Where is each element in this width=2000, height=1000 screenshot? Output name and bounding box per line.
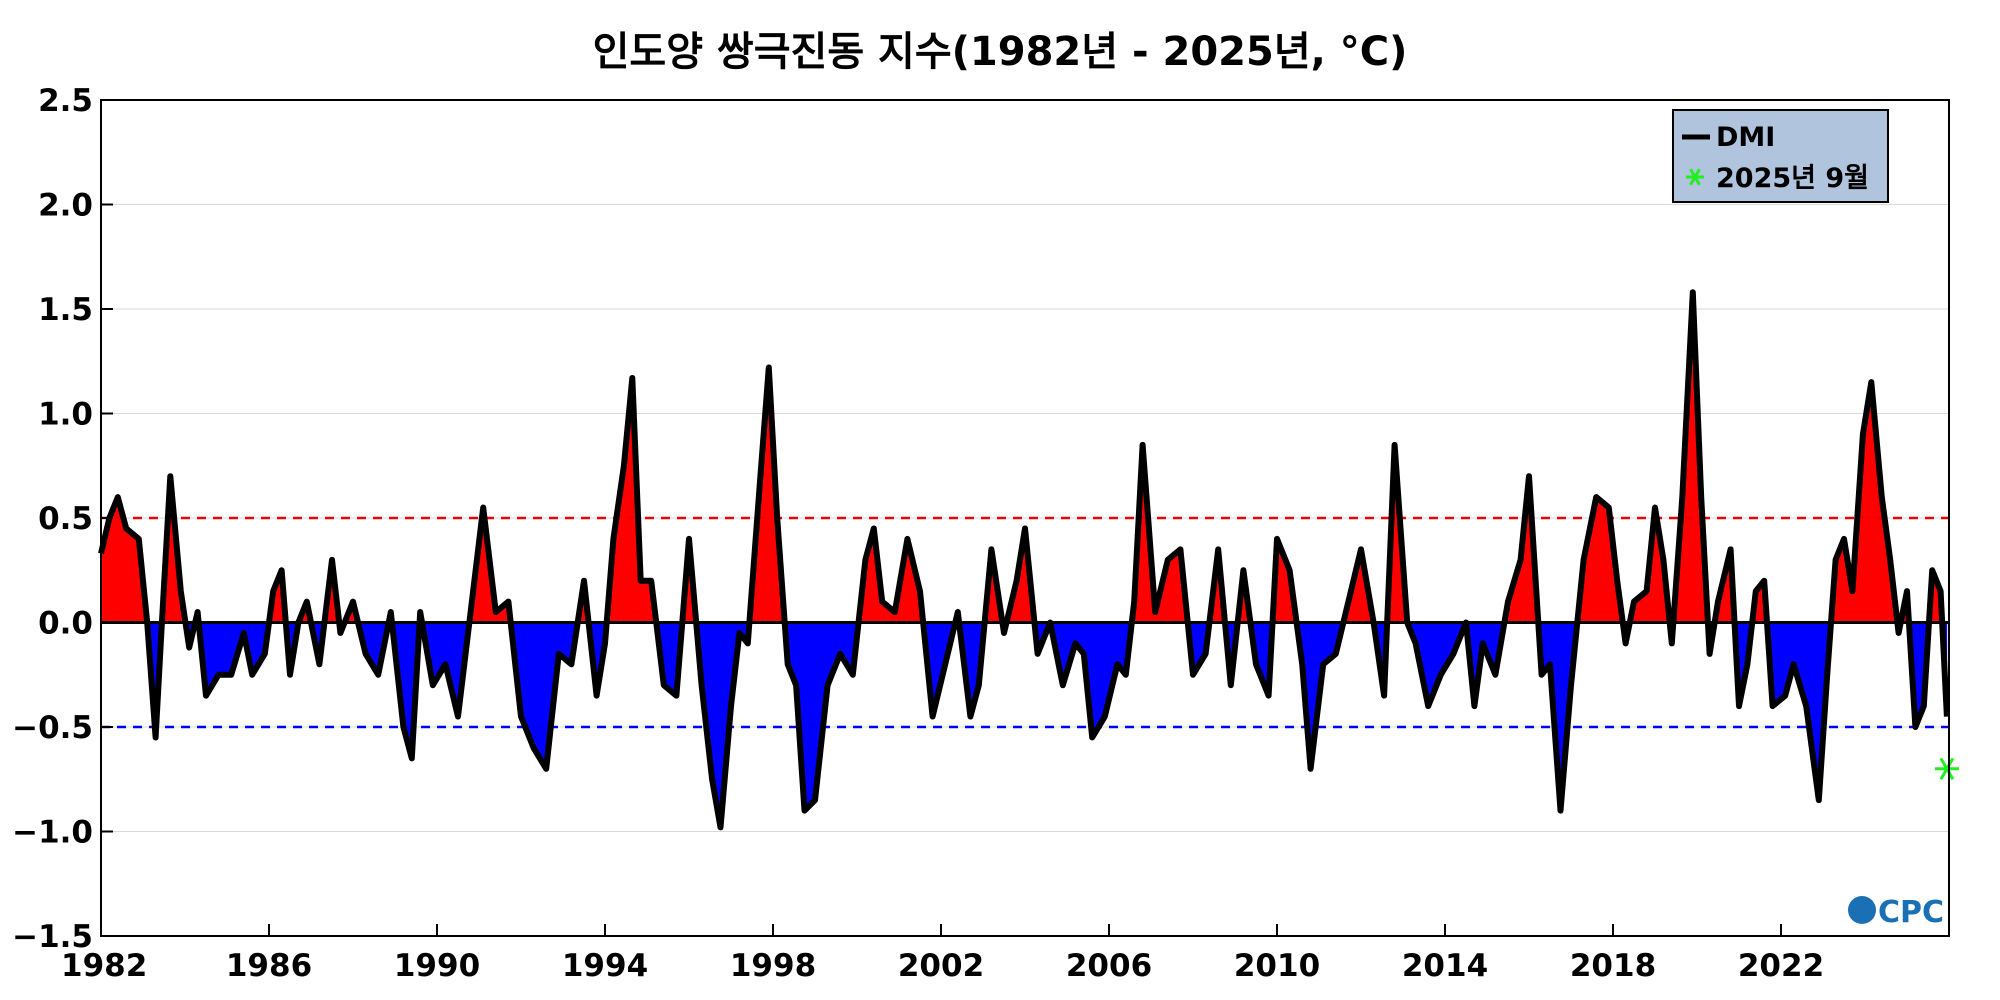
- legend-asterisk-icon: [1686, 168, 1704, 186]
- x-tick-label: 1994: [562, 948, 648, 984]
- legend: DMI 2025년 9월: [1672, 109, 1889, 203]
- cpc-logo: CPC: [1848, 895, 1944, 930]
- chart-title: 인도양 쌍극진동 지수(1982년 - 2025년, °C): [593, 29, 1408, 75]
- y-tick-label: 2.0: [38, 188, 93, 224]
- x-tick-label: 2014: [1402, 948, 1488, 984]
- series-lines: [98, 289, 1950, 831]
- globe-icon: [1848, 896, 1876, 924]
- marker-stroke: [1939, 757, 1955, 780]
- x-tick-label: 2006: [1066, 948, 1152, 984]
- y-tick-label: 1.0: [38, 397, 93, 433]
- x-tick-label: 2002: [898, 948, 984, 984]
- x-tick-label: 2018: [1570, 948, 1656, 984]
- legend-label-current: 2025년 9월: [1716, 163, 1869, 194]
- y-axis: −1.5 −1.0 −0.5 0.0 0.5 1.0 1.5 2.0 2.5: [12, 83, 113, 955]
- current-month-marker: [1934, 757, 1959, 780]
- y-tick-label: 0.0: [38, 606, 93, 642]
- x-axis: 1982 1986 1990 1994 1998 2002 2006 2010 2014 2018…: [61, 924, 1824, 984]
- y-tick-label: −0.5: [12, 710, 93, 746]
- y-tick-label: 0.5: [38, 501, 93, 537]
- threshold-lines: [101, 516, 1949, 729]
- legend-box: [1672, 109, 1889, 203]
- legend-label-dmi: DMI: [1716, 122, 1775, 153]
- y-tick-label: 2.5: [38, 83, 93, 119]
- logo-text: CPC: [1878, 895, 1944, 930]
- x-tick-label: 2010: [1234, 948, 1320, 984]
- x-tick-label: 1982: [61, 948, 147, 984]
- x-tick-label: 1998: [730, 948, 816, 984]
- area-fills: [100, 292, 1948, 828]
- x-tick-label: 1986: [226, 948, 312, 984]
- y-tick-label: −1.5: [12, 919, 93, 955]
- x-tick-label: 2022: [1738, 948, 1824, 984]
- y-tick-label: 1.5: [38, 292, 93, 328]
- series-markers: [1934, 757, 1959, 780]
- x-tick-label: 1990: [394, 948, 480, 984]
- y-tick-label: −1.0: [12, 815, 93, 851]
- dmi-line: [98, 289, 1950, 831]
